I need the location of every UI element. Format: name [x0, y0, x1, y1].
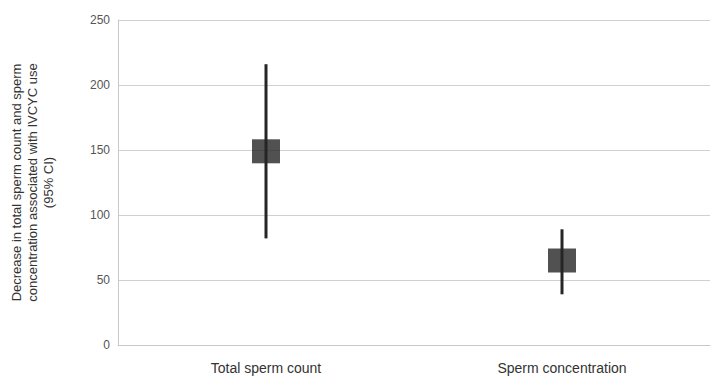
svg-text:Total sperm count: Total sperm count [211, 360, 322, 376]
svg-text:50: 50 [97, 273, 111, 287]
svg-text:Sperm concentration: Sperm concentration [497, 360, 626, 376]
svg-text:200: 200 [90, 78, 110, 92]
svg-text:0: 0 [103, 338, 110, 352]
svg-text:150: 150 [90, 143, 110, 157]
svg-text:250: 250 [90, 13, 110, 27]
svg-text:Decrease in total sperm count: Decrease in total sperm count and sperm [9, 64, 24, 302]
svg-text:concentration associated with: concentration associated with IVCYC use [25, 63, 40, 301]
svg-text:100: 100 [90, 208, 110, 222]
svg-text:(95% CI): (95% CI) [41, 157, 56, 208]
